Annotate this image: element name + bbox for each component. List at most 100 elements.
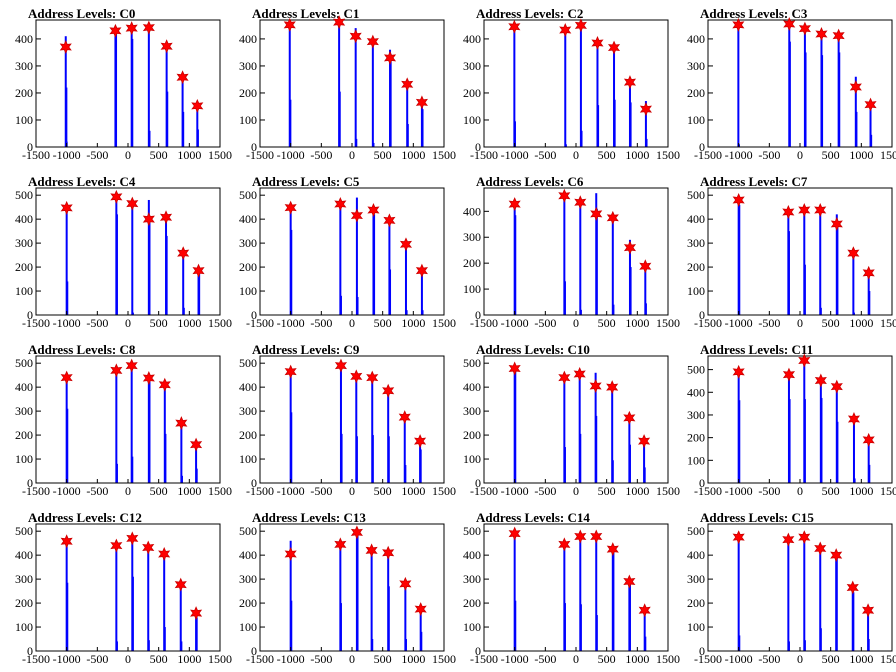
histogram-bar xyxy=(836,421,839,483)
x-tick-label: -1500 xyxy=(246,316,274,330)
chart-svg: 0 100 200 300 400 500 -1500 -1000 -500 0 500 1000 15… xyxy=(239,355,456,498)
histogram-bar xyxy=(804,52,807,147)
chart-title: Address Levels: C11 xyxy=(700,342,814,357)
x-tick-label: -500 xyxy=(534,316,556,330)
histogram-bar xyxy=(835,556,838,651)
x-tick-label: 1500 xyxy=(432,484,456,498)
y-tick-label: 500 xyxy=(15,356,33,370)
histogram-bar xyxy=(371,435,374,483)
histogram-bar xyxy=(339,203,342,315)
histogram-bar xyxy=(115,30,118,148)
chart-title: Address Levels: C7 xyxy=(700,174,808,189)
x-tick-label: -1500 xyxy=(470,316,498,330)
histogram-bar xyxy=(643,467,646,483)
y-tick-label: 200 xyxy=(463,428,481,442)
y-tick-label: 500 xyxy=(687,188,705,202)
star-marker xyxy=(191,98,204,113)
star-marker xyxy=(399,237,413,252)
chart-svg: 0 100 200 300 400 -1500-1000 -500 0 500 1000 1500 xyxy=(15,19,232,162)
y-tick-label: 400 xyxy=(15,212,33,226)
x-tick-label: -500 xyxy=(758,484,780,498)
histogram-bar xyxy=(820,397,823,483)
histogram-bar xyxy=(819,547,822,651)
y-tick-label: 100 xyxy=(239,113,257,127)
plot-frame xyxy=(707,19,893,148)
histogram-bar xyxy=(579,309,582,315)
histogram-bar xyxy=(787,231,790,315)
y-tick-label: 500 xyxy=(463,524,481,538)
x-tick-label: 1500 xyxy=(656,148,680,162)
histogram-bar xyxy=(738,635,741,651)
star-marker xyxy=(864,97,877,112)
star-marker xyxy=(190,606,203,621)
x-tick-label: -500 xyxy=(310,316,332,330)
star-marker xyxy=(732,192,745,207)
star-marker xyxy=(846,580,859,595)
histogram-bar xyxy=(354,28,357,147)
star-marker xyxy=(847,412,861,427)
x-tick-label: -1500 xyxy=(470,484,498,498)
y-tick-label: 100 xyxy=(463,282,481,296)
x-tick-label: -500 xyxy=(86,484,108,498)
x-tick-label: -1500 xyxy=(22,316,50,330)
histogram-bar xyxy=(644,267,647,315)
star-marker xyxy=(638,603,651,618)
histogram-bar xyxy=(180,641,183,651)
x-tick-label: 1000 xyxy=(625,148,649,162)
y-tick-label: 200 xyxy=(687,86,705,100)
histogram-bar xyxy=(821,55,824,147)
x-tick-label: -1500 xyxy=(470,652,498,666)
y-tick-label: 300 xyxy=(463,404,481,418)
y-tick-label: 0 xyxy=(699,308,705,322)
y-tick-label: 500 xyxy=(239,524,257,538)
histogram-bar xyxy=(629,102,632,147)
histogram-bar xyxy=(289,540,292,651)
star-marker xyxy=(607,40,621,55)
star-marker xyxy=(382,545,395,560)
chart-panel: Address Levels: C7 0 100 200 300 400 500 -1500-… xyxy=(672,168,896,336)
y-tick-label: 300 xyxy=(687,236,705,250)
histogram-bar xyxy=(867,439,870,483)
x-tick-label: 1500 xyxy=(432,316,456,330)
x-tick-label: 1000 xyxy=(849,148,873,162)
x-tick-label: 500 xyxy=(822,484,840,498)
star-marker xyxy=(798,203,811,218)
x-tick-label: -1000 xyxy=(501,316,529,330)
histogram-bar xyxy=(147,640,150,651)
histogram-bar xyxy=(787,538,790,651)
y-tick-label: 100 xyxy=(239,284,257,298)
star-marker xyxy=(559,23,572,37)
x-tick-label: -500 xyxy=(534,484,556,498)
chart-title: Address Levels: C3 xyxy=(700,6,808,21)
star-marker xyxy=(142,20,155,35)
histogram-bar xyxy=(563,447,566,483)
x-tick-label: -1000 xyxy=(277,148,305,162)
star-marker xyxy=(606,542,619,557)
y-tick-label: 100 xyxy=(463,452,481,466)
histogram-bar xyxy=(596,41,599,148)
histogram-bar xyxy=(854,76,857,147)
y-tick-label: 100 xyxy=(687,620,705,634)
histogram-bar xyxy=(195,617,198,651)
star-marker xyxy=(558,188,571,203)
histogram-bar xyxy=(787,641,790,651)
histogram-bar xyxy=(563,194,566,315)
y-tick-label: 500 xyxy=(239,188,257,202)
histogram-bar xyxy=(182,111,185,147)
x-tick-label: 1500 xyxy=(880,484,896,498)
star-marker xyxy=(590,529,603,544)
x-tick-label: 0 xyxy=(349,316,355,330)
x-tick-label: -500 xyxy=(310,652,332,666)
x-tick-label: 500 xyxy=(374,148,392,162)
x-tick-label: -500 xyxy=(758,652,780,666)
chart-panel: Address Levels: C6 0 100 200 300 400 -1500 -100… xyxy=(448,168,680,336)
x-tick-label: -1500 xyxy=(22,652,50,666)
y-tick-label: 400 xyxy=(239,32,257,46)
histogram-bar xyxy=(404,583,407,651)
y-tick-label: 400 xyxy=(239,380,257,394)
chart-title: Address Levels: C13 xyxy=(252,510,366,525)
y-tick-label: 100 xyxy=(15,113,33,127)
histogram-bar xyxy=(338,91,341,147)
x-tick-label: 1000 xyxy=(625,316,649,330)
star-marker xyxy=(366,34,379,49)
